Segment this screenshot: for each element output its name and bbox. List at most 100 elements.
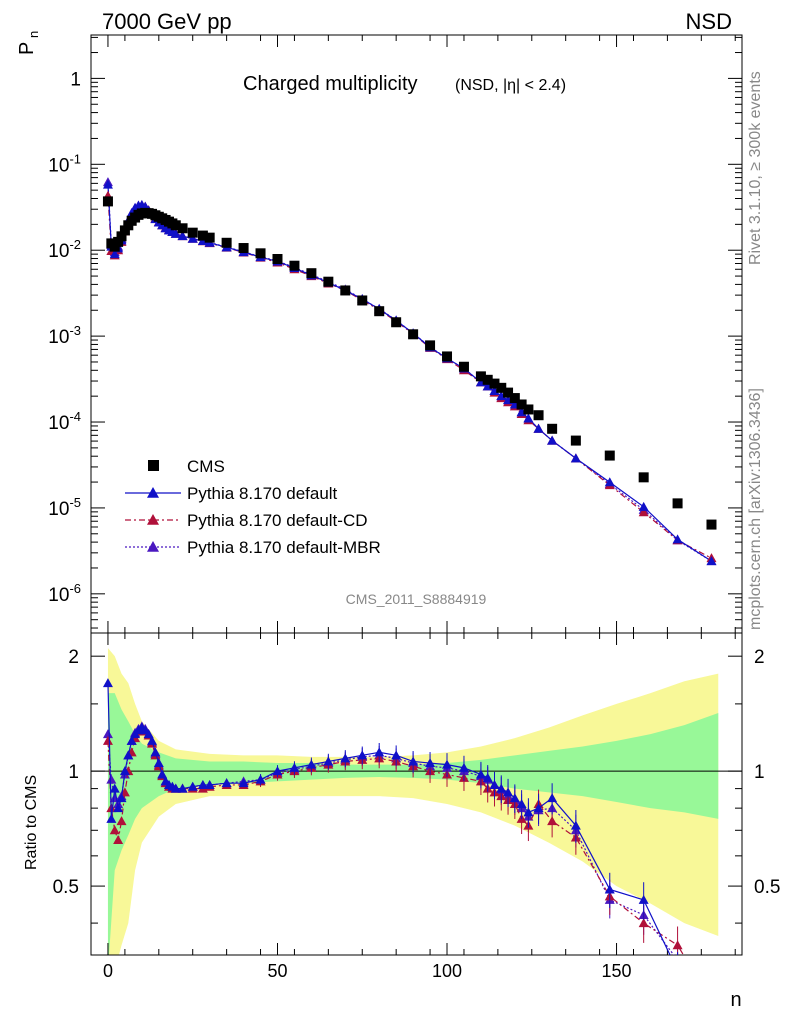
mcplots-text: mcplots.cern.ch [arXiv:1306.3436] — [747, 388, 764, 630]
ratio-point — [150, 747, 161, 757]
ratio-series — [102, 678, 685, 975]
cms-point — [170, 220, 181, 231]
cms-point — [503, 387, 514, 398]
mc-point — [533, 423, 544, 433]
upper-y-label-sub: n — [26, 31, 41, 38]
ratio-point — [604, 884, 615, 894]
ratio-point — [109, 783, 120, 793]
ratio-point — [306, 759, 317, 769]
ratio-point — [170, 783, 181, 793]
band-inner — [107, 693, 719, 955]
ratio-point — [113, 803, 124, 813]
rivet-version-text: Rivet 3.1.10, ≥ 300k events — [747, 71, 764, 265]
ratio-point — [673, 966, 683, 975]
cms-point — [113, 236, 124, 247]
ratio-point — [547, 816, 558, 826]
ratio-point — [113, 835, 124, 845]
ratio-point — [238, 778, 249, 788]
x-tick-label: 50 — [267, 961, 287, 981]
cms-point — [323, 276, 334, 287]
cms-point — [604, 450, 615, 461]
cms-point — [425, 340, 436, 351]
cms-point — [119, 225, 130, 236]
ratio-point — [116, 816, 127, 826]
ratio-y-tick-label: 1 — [68, 762, 79, 783]
ratio-point — [533, 803, 544, 813]
ratio-point — [547, 793, 558, 803]
legend-marker-cms — [148, 460, 159, 471]
legend-label: Pythia 8.170 default-MBR — [187, 538, 381, 557]
mc-point — [177, 231, 188, 241]
ratio-y-tick-label-right: 1 — [754, 762, 765, 783]
mc-line — [107, 195, 712, 559]
cms-point — [204, 232, 215, 243]
upper-y-label: P — [16, 42, 38, 55]
ratio-point — [489, 779, 500, 789]
legend-marker — [147, 514, 159, 525]
ratio-point — [408, 756, 419, 766]
ratio-point — [109, 825, 120, 835]
cms-point — [340, 285, 351, 296]
legend-item: Pythia 8.170 default-CD — [125, 511, 368, 530]
legend-item: Pythia 8.170 default — [125, 484, 338, 503]
cms-point — [289, 260, 300, 271]
cms-point — [238, 243, 249, 254]
cms-point — [475, 371, 486, 382]
ratio-point — [106, 813, 117, 823]
ratio-point — [106, 774, 117, 784]
y-tick-label: 10-3 — [48, 323, 81, 348]
ratio-point — [153, 758, 164, 768]
cms-point — [374, 306, 385, 317]
ratio-point — [323, 756, 334, 766]
ratio-point — [221, 778, 232, 788]
lower-y-label: Ratio to CMS — [23, 775, 40, 870]
ratio-point — [458, 762, 469, 772]
ratio-y-tick-label-right: 0.5 — [754, 877, 780, 898]
legend-label: CMS — [187, 457, 225, 476]
ratio-point — [672, 940, 683, 950]
ratio-point — [143, 729, 154, 739]
mc-point — [109, 249, 120, 259]
ratio-point — [523, 807, 534, 817]
cms-point — [442, 351, 453, 362]
ratio-point — [357, 750, 368, 760]
cms-point — [408, 329, 419, 340]
cms-point — [489, 378, 500, 389]
cms-point — [255, 248, 266, 259]
legend-item: CMS — [148, 457, 225, 476]
y-tick-label: 10-4 — [48, 409, 81, 434]
ratio-point — [197, 779, 208, 789]
mc-point — [706, 556, 717, 566]
ratio-point — [340, 753, 351, 763]
main-series — [102, 177, 717, 566]
uncertainty-bands — [91, 648, 742, 955]
plot-title-main: Charged multiplicity — [243, 73, 418, 95]
ratio-point — [496, 783, 507, 793]
cms-point — [638, 472, 649, 483]
ratio-point — [475, 769, 486, 779]
ratio-point — [673, 955, 683, 964]
legend-label: Pythia 8.170 default — [187, 484, 338, 503]
cms-point — [187, 227, 198, 238]
cms-point — [116, 231, 127, 242]
mc-line — [107, 184, 712, 562]
x-tick-label: 0 — [103, 961, 113, 981]
y-tick-label: 1 — [70, 69, 81, 90]
legend-item: Pythia 8.170 default-MBR — [125, 538, 381, 557]
mc-point — [638, 501, 649, 511]
cms-point — [272, 254, 283, 265]
mc-point — [496, 391, 507, 401]
mc-point — [672, 534, 683, 544]
cms-point — [533, 410, 544, 421]
legend-label: Pythia 8.170 default-CD — [187, 511, 368, 530]
ratio-point — [516, 799, 527, 809]
plot-title-sub: (NSD, |η| < 2.4) — [455, 77, 566, 94]
ratio-point — [126, 735, 137, 745]
mc-point — [604, 477, 615, 487]
cms-point — [102, 196, 113, 207]
ratio-point — [123, 750, 134, 760]
cms-point — [197, 230, 208, 241]
analysis-watermark: CMS_2011_S8884919 — [346, 591, 487, 607]
x-tick-label: 100 — [432, 961, 462, 981]
ratio-point — [119, 766, 130, 776]
